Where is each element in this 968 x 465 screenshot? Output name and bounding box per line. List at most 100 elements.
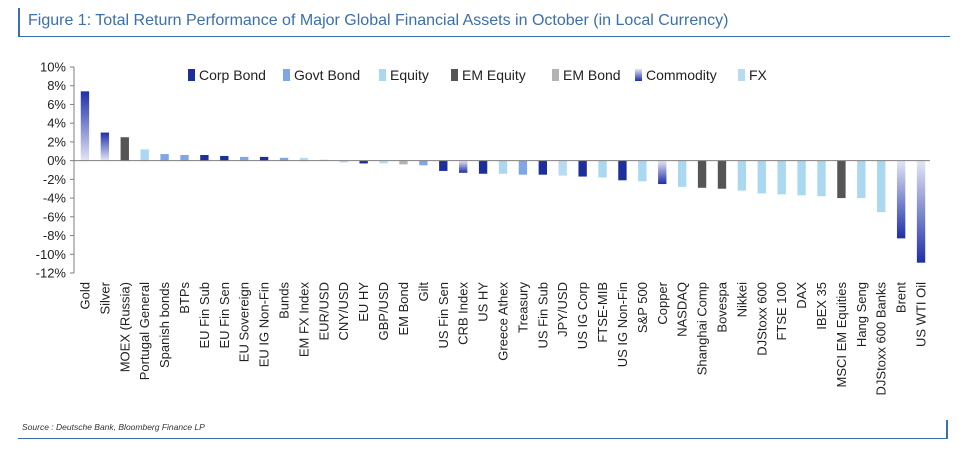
- legend: Corp Bond Govt Bond Equity EM Equity EM Bond…: [188, 67, 768, 83]
- x-tick-label: EM FX Index: [296, 282, 311, 358]
- bar-treasury: [518, 160, 528, 175]
- x-tick-label: DJStoxx 600 Banks: [874, 282, 889, 396]
- bar-gbp-usd: [379, 160, 388, 164]
- y-tick-label: 8%: [47, 78, 66, 93]
- bar-djstoxx-600: [757, 160, 766, 194]
- bar-brent: [896, 160, 906, 239]
- bar-copper: [658, 160, 667, 185]
- bar-bunds: [279, 157, 289, 161]
- x-tick-label: CNY/USD: [336, 282, 351, 341]
- x-tick-label: US Fin Sen: [436, 282, 451, 348]
- bar-bovespa: [717, 160, 727, 189]
- bar-us-wti-oil: [916, 160, 926, 263]
- y-tick-label: 10%: [40, 60, 66, 75]
- x-tick-label: Portugal General: [137, 282, 152, 380]
- x-tick-label: MSCI EM Equities: [834, 282, 849, 388]
- legend-label: EM Bond: [563, 67, 621, 83]
- y-axis: 10% 8% 6% 4% 2% 0% -2% -4% -6% -8% -10% -12%: [36, 60, 930, 281]
- x-tick-label: EUR/USD: [316, 282, 331, 341]
- figure-title: Figure 1: Total Return Performance of Ma…: [28, 12, 729, 29]
- footer-tick: [946, 420, 948, 439]
- y-tick-label: 2%: [47, 134, 66, 149]
- x-tick-label: US IG Non-Fin: [615, 282, 630, 367]
- y-tick-label: 0%: [47, 153, 66, 168]
- bar-nikkei: [737, 160, 747, 191]
- x-tick-label: IBEX 35: [814, 282, 829, 330]
- x-tick-label: CRB Index: [456, 282, 471, 345]
- bar-btps: [180, 155, 189, 161]
- y-tick-label: -2%: [43, 172, 67, 187]
- footer-divider: [18, 438, 948, 439]
- x-tick-label: Greece Athex: [496, 282, 511, 361]
- bar-nasdaq: [677, 160, 687, 187]
- legend-swatch: [283, 69, 290, 81]
- bar-dax: [797, 160, 806, 196]
- legend-swatch: [379, 69, 386, 81]
- bar-crb-index: [459, 160, 468, 173]
- legend-label: Equity: [390, 67, 429, 83]
- bar-portugal-general: [140, 149, 149, 161]
- bar-ftse-100: [777, 160, 786, 195]
- x-tick-label: Gilt: [416, 282, 431, 302]
- bar-djstoxx-600-banks: [877, 160, 886, 213]
- bar-hang-seng: [857, 160, 866, 199]
- y-tick-label: 4%: [47, 116, 66, 131]
- x-tick-label: US HY: [476, 282, 491, 322]
- x-tick-label: EU IG Non-Fin: [257, 282, 272, 367]
- x-tick-label: Bunds: [277, 282, 292, 319]
- bar-msci-em-equities: [837, 160, 846, 199]
- bar-gold: [80, 91, 90, 161]
- x-tick-label: DAX: [794, 282, 809, 309]
- x-tick-label: GBP/USD: [376, 282, 391, 341]
- bar-em-bond: [399, 160, 408, 165]
- y-tick-label: 6%: [47, 97, 66, 112]
- bar-chart: 10% 8% 6% 4% 2% 0% -2% -4% -6% -8% -10% -12% Gold Sil…: [36, 60, 930, 395]
- bar-us-ig-non-fin: [618, 160, 627, 181]
- x-tick-label: DJStoxx 600: [754, 282, 769, 356]
- x-tick-label: JPY/USD: [555, 282, 570, 337]
- legend-label: FX: [749, 67, 768, 83]
- x-tick-label: Gold: [77, 282, 92, 309]
- bar-greece-athex: [498, 160, 508, 174]
- x-tick-label: Copper: [655, 281, 670, 324]
- x-tick-label: US Fin Sub: [535, 282, 550, 348]
- bar-us-fin-sub: [538, 160, 547, 175]
- x-tick-label: EU HY: [356, 282, 371, 322]
- bar-us-fin-sen: [439, 160, 448, 171]
- bar-ibex-35: [817, 160, 826, 197]
- legend-label: Govt Bond: [294, 67, 360, 83]
- bars: [80, 91, 926, 263]
- x-tick-label: US WTI Oil: [914, 282, 929, 347]
- bar-eu-fin-sen: [220, 155, 229, 161]
- bar-jpy-usd: [558, 160, 567, 176]
- legend-swatch: [738, 69, 745, 81]
- x-tick-label: Spanish bonds: [157, 282, 172, 369]
- x-tick-label: US IG Corp: [575, 282, 590, 349]
- x-tick-label: S&P 500: [635, 282, 650, 333]
- bar-eu-fin-sub: [200, 155, 209, 161]
- x-tick-label: FTSE 100: [774, 282, 789, 341]
- y-tick-label: -12%: [36, 266, 67, 281]
- legend-swatch: [552, 69, 559, 81]
- bar-us-hy: [478, 160, 488, 174]
- x-tick-label: Bovespa: [714, 281, 729, 332]
- bar-gilt: [419, 160, 428, 166]
- bar-eu-sovereign: [240, 156, 249, 161]
- x-tick-label: EM Bond: [396, 282, 411, 335]
- legend-label: Commodity: [646, 67, 717, 83]
- bar-s-p-500: [638, 160, 647, 182]
- bar-eu-ig-non-fin: [259, 156, 269, 161]
- bar-spanish-bonds: [160, 154, 169, 161]
- x-tick-label: Nikkei: [734, 282, 749, 318]
- x-tick-label: EU Sovereign: [237, 282, 252, 362]
- legend-label: Corp Bond: [199, 67, 266, 83]
- bar-silver: [100, 132, 110, 161]
- x-tick-label: Hang Seng: [854, 282, 869, 347]
- bar-ftse-mib: [598, 160, 607, 178]
- x-tick-label: EU Fin Sub: [197, 282, 212, 348]
- x-tick-label: NASDAQ: [675, 282, 690, 337]
- title-bar: Figure 1: Total Return Performance of Ma…: [18, 8, 950, 37]
- chart-container: 10% 8% 6% 4% 2% 0% -2% -4% -6% -8% -10% -12% Gold Sil…: [0, 36, 968, 416]
- x-axis-labels: Gold Silver MOEX (Russia) Portugal General S…: [77, 281, 928, 395]
- bar-shanghai-comp: [697, 160, 707, 188]
